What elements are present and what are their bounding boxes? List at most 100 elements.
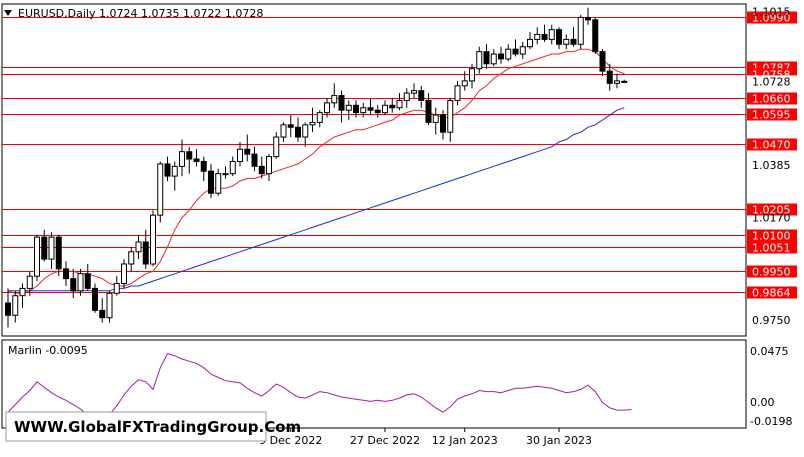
candle-40 — [295, 117, 301, 142]
candle-80 — [585, 7, 591, 25]
candle-body-49 — [360, 107, 367, 114]
candle-14 — [106, 290, 113, 323]
candle-body-14 — [106, 292, 113, 319]
price-axis: 1.09901.07871.07581.06601.05951.04701.02… — [747, 5, 797, 327]
candle-79 — [577, 14, 584, 50]
level-label-10: 0.9864 — [752, 287, 791, 300]
price-tick-1: 1.0385 — [752, 159, 791, 172]
candle-60 — [440, 110, 446, 140]
candle-26 — [193, 149, 200, 167]
candle-body-62 — [454, 85, 461, 101]
candle-body-25 — [186, 151, 193, 160]
candle-body-8 — [63, 268, 69, 280]
time-label-2: 12 Jan 2023 — [432, 434, 498, 447]
candle-52 — [382, 100, 388, 116]
level-label-8: 1.0051 — [752, 242, 791, 255]
candle-10 — [77, 268, 84, 296]
candle-body-84 — [614, 80, 620, 84]
candles-layer — [5, 7, 628, 328]
level-label-bg-6 — [747, 203, 797, 216]
candle-body-45 — [331, 95, 338, 104]
candle-body-64 — [469, 68, 475, 82]
level-label-4: 1.0595 — [752, 109, 791, 122]
indicator-scale-mid: 0.00 — [750, 396, 775, 409]
candle-85 — [621, 79, 628, 83]
time-label-0: 9 Dec 2022 — [259, 434, 322, 447]
candle-63 — [461, 71, 468, 91]
candle-body-10 — [77, 273, 84, 292]
candle-body-34 — [251, 153, 258, 167]
candle-24 — [179, 139, 185, 177]
symbol-header: EURUSD,Daily 1.0724 1.0735 1.0722 1.0728 — [18, 7, 263, 20]
candle-body-50 — [367, 107, 374, 111]
candle-body-23 — [171, 165, 178, 177]
candle-50 — [367, 97, 374, 116]
candle-55 — [403, 88, 410, 108]
indicator-scale-top: 0.0475 — [750, 345, 789, 358]
ma-fast-line — [7, 48, 625, 294]
candle-body-54 — [396, 99, 403, 109]
ma-layer — [7, 48, 625, 294]
candle-body-22 — [164, 163, 171, 177]
candle-58 — [425, 93, 432, 125]
candle-body-13 — [99, 309, 106, 319]
candle-body-67 — [490, 53, 497, 65]
candle-body-65 — [476, 51, 483, 70]
candle-body-24 — [179, 151, 185, 167]
candle-22 — [164, 156, 171, 181]
candle-body-79 — [577, 16, 584, 45]
price-tick-0: 1.1015 — [752, 5, 791, 18]
candle-body-43 — [316, 112, 323, 123]
candle-body-51 — [374, 109, 381, 114]
candle-body-21 — [157, 163, 164, 216]
indicator-label: Marlin -0.0095 — [8, 344, 88, 357]
candle-body-75 — [548, 29, 555, 40]
candle-72 — [527, 32, 533, 50]
price-tick-3: 0.9750 — [752, 314, 791, 327]
triangle-down-icon[interactable] — [4, 10, 12, 16]
candle-73 — [534, 27, 541, 45]
candle-64 — [469, 63, 475, 89]
candle-57 — [418, 85, 425, 108]
candle-62 — [454, 80, 461, 106]
candle-body-9 — [70, 278, 77, 292]
candle-body-6 — [48, 236, 55, 260]
level-label-9: 0.9950 — [752, 266, 791, 279]
candle-48 — [353, 100, 359, 118]
candle-body-78 — [570, 38, 577, 45]
candle-3 — [26, 271, 33, 296]
candle-body-57 — [418, 90, 425, 101]
candle-65 — [476, 46, 483, 74]
candle-29 — [215, 168, 222, 196]
candle-49 — [360, 102, 367, 118]
candle-body-44 — [324, 102, 330, 114]
candle-body-55 — [403, 92, 410, 101]
candle-28 — [208, 163, 214, 199]
candle-body-35 — [258, 165, 265, 175]
candle-body-3 — [26, 275, 33, 289]
candle-body-71 — [519, 46, 526, 55]
current-price-bg — [747, 75, 797, 88]
time-label-1: 27 Dec 2022 — [350, 434, 420, 447]
candle-body-2 — [19, 287, 26, 297]
candle-38 — [280, 122, 287, 142]
candle-body-32 — [237, 148, 243, 162]
time-label-3: 30 Jan 2023 — [526, 434, 592, 447]
candle-33 — [244, 134, 251, 162]
candle-5 — [41, 229, 48, 262]
candle-body-0 — [5, 302, 11, 316]
ma-slow-line — [8, 107, 625, 292]
candle-body-76 — [556, 29, 562, 45]
candle-66 — [483, 44, 490, 69]
main-plot-frame — [1, 3, 747, 337]
candle-81 — [592, 17, 599, 55]
level-label-bg-9 — [747, 265, 797, 278]
candle-body-47 — [345, 104, 352, 111]
candle-18 — [135, 234, 142, 260]
candle-41 — [302, 122, 309, 147]
candle-76 — [556, 27, 562, 50]
level-label-3: 1.0660 — [752, 93, 791, 106]
